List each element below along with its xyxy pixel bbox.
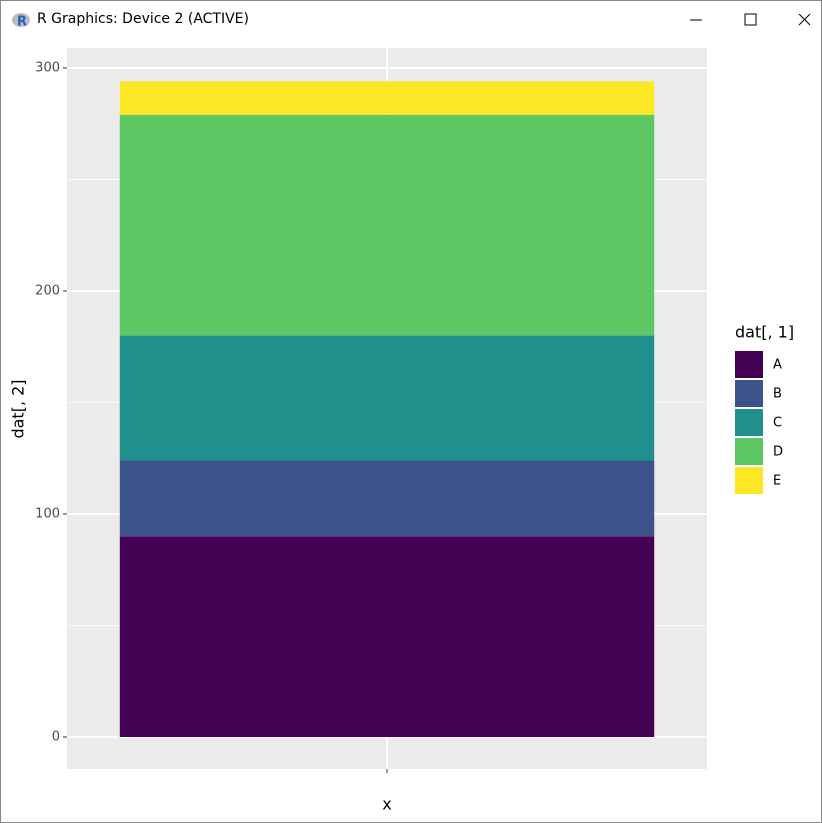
bar-segment xyxy=(119,81,655,115)
maximize-button[interactable] xyxy=(744,13,757,26)
legend-label: B xyxy=(773,387,782,402)
bar-segment xyxy=(119,114,655,336)
legend-key xyxy=(735,438,763,465)
bar-segment xyxy=(119,460,655,537)
y-tick-label: 200 xyxy=(35,283,60,298)
y-tick-label: 0 xyxy=(52,729,60,744)
bar-segment xyxy=(119,536,655,737)
legend-key xyxy=(735,409,763,436)
y-axis-title: dat[, 2] xyxy=(9,379,28,438)
legend-key xyxy=(735,467,763,494)
svg-text:R: R xyxy=(17,15,27,30)
y-tick-label: 300 xyxy=(35,60,60,75)
y-tick-label: 100 xyxy=(35,506,60,521)
legend-label: D xyxy=(773,445,783,460)
title-bar: R R Graphics: Device 2 (ACTIVE) xyxy=(1,1,821,39)
r-icon: R xyxy=(12,13,30,30)
bar-segment xyxy=(119,335,655,461)
legend-label: E xyxy=(773,474,781,489)
legend-label: A xyxy=(773,358,782,373)
legend-title: dat[, 1] xyxy=(735,323,794,342)
window-controls[interactable] xyxy=(661,1,821,39)
legend-key xyxy=(735,351,763,378)
window-title: R Graphics: Device 2 (ACTIVE) xyxy=(37,11,249,27)
legend-key xyxy=(735,380,763,407)
close-button[interactable] xyxy=(798,13,811,26)
legend-label: C xyxy=(773,416,782,431)
x-axis-title: x xyxy=(382,795,391,814)
